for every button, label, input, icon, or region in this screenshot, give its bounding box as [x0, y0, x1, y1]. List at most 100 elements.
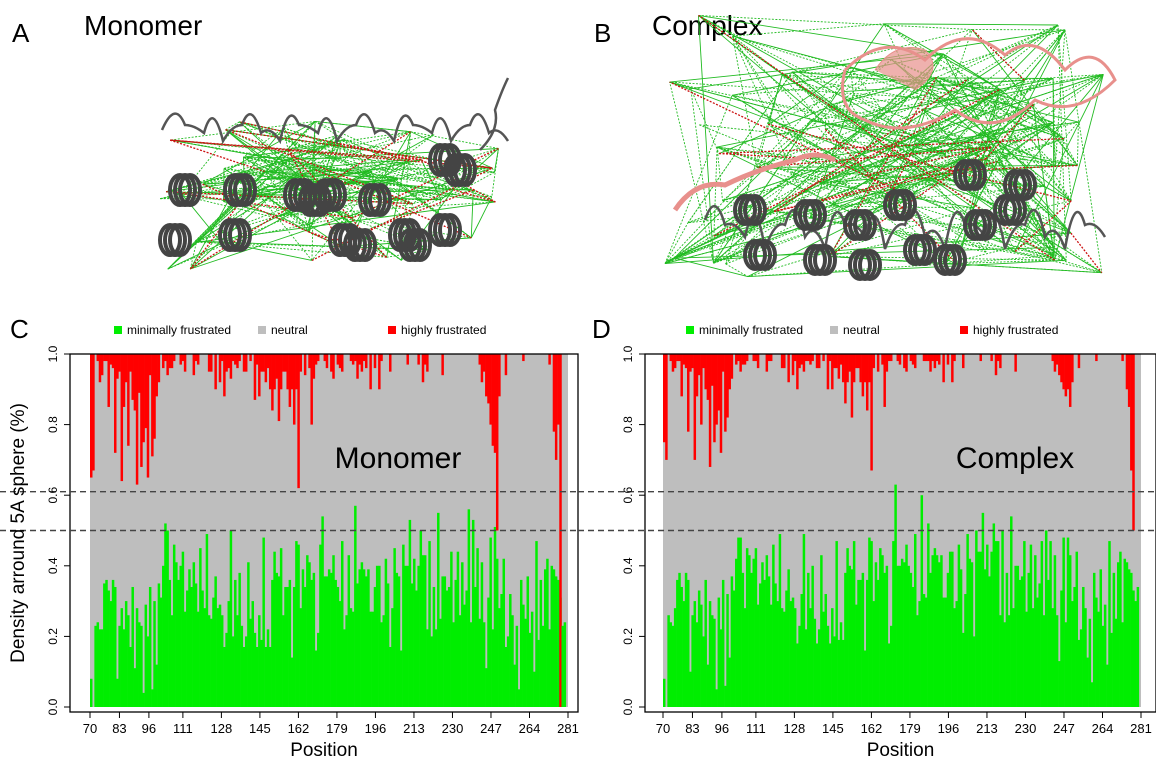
bar-minimal — [935, 555, 939, 707]
frustration-chart-complex: 0.0 0.2 0.4 0.6 0.8 1.0 70 83 96 111 128 145 162 179 1… — [578, 323, 1156, 760]
contact-minimal — [165, 139, 344, 193]
y-tick-label: 0.0 — [621, 698, 635, 715]
bar-high — [273, 354, 276, 390]
contact-minimal — [220, 203, 413, 243]
contact-high — [170, 139, 493, 169]
bar-high — [275, 354, 279, 379]
bar-minimal — [98, 629, 102, 707]
bar-high — [124, 354, 128, 383]
contact-minimal — [922, 109, 1072, 234]
bar-high — [485, 354, 488, 397]
bar-minimal — [1042, 615, 1046, 707]
bar-high — [852, 354, 856, 383]
y-tick-label: 0.2 — [46, 628, 60, 645]
helix — [353, 228, 377, 262]
bar-high — [107, 354, 110, 407]
bar-minimal — [1114, 618, 1118, 707]
contact-minimal — [1024, 29, 1066, 81]
bar-high — [909, 354, 913, 362]
bar-minimal — [1086, 657, 1089, 707]
bar-minimal — [262, 537, 265, 707]
contact-minimal — [886, 109, 924, 202]
bar-minimal — [389, 646, 392, 707]
bar-high — [1055, 354, 1059, 365]
bar-minimal — [671, 625, 675, 707]
bar-minimal — [513, 664, 516, 707]
x-tick-label: 96 — [715, 721, 729, 736]
bar-minimal — [1068, 555, 1072, 707]
contact-minimal — [698, 15, 844, 92]
contact-minimal — [1052, 78, 1055, 256]
bar-high — [665, 354, 668, 460]
bar-minimal — [153, 601, 156, 707]
contact-minimal — [225, 129, 315, 170]
bar-minimal — [663, 678, 666, 707]
bar-minimal — [774, 583, 777, 707]
contact-high — [1070, 232, 1103, 274]
bar-minimal — [959, 569, 963, 707]
bar-high — [135, 354, 139, 485]
bar-high — [218, 354, 222, 383]
bar-high — [356, 354, 359, 379]
bar-minimal — [807, 572, 810, 707]
bar-minimal — [541, 625, 545, 707]
bar-minimal — [820, 555, 823, 707]
bar-minimal — [393, 548, 396, 707]
bar-minimal — [550, 565, 554, 707]
x-tick-label: 145 — [249, 721, 271, 736]
contact-minimal — [923, 73, 1104, 111]
contact-minimal — [1014, 251, 1102, 274]
bar-high — [946, 354, 950, 365]
bar-high — [332, 354, 335, 379]
contact-minimal — [792, 71, 936, 79]
bar-minimal — [916, 615, 919, 707]
contact-minimal — [853, 94, 1103, 274]
bar-high — [708, 354, 712, 467]
x-tick-label: 83 — [685, 721, 699, 736]
bar-minimal — [996, 541, 1000, 707]
bar-high — [229, 354, 233, 379]
contact-minimal — [220, 186, 267, 242]
contact-minimal — [314, 168, 496, 203]
bar-minimal — [524, 618, 527, 707]
bar-high — [559, 354, 562, 707]
bar-minimal — [1090, 682, 1094, 707]
bar-minimal — [207, 615, 211, 707]
bar-high — [671, 354, 675, 372]
y-tick-label: 0.6 — [621, 487, 635, 504]
bar-high — [831, 354, 834, 390]
bar-minimal — [944, 597, 948, 707]
bar-minimal — [831, 608, 834, 707]
bar-high — [172, 354, 176, 362]
bar-high — [745, 354, 749, 362]
bar-high — [706, 354, 710, 400]
bar-minimal — [981, 512, 985, 707]
contact-minimal — [664, 222, 689, 264]
bar-minimal — [231, 636, 235, 707]
bar-high — [841, 354, 845, 383]
contact-minimal — [884, 23, 1058, 26]
bar-high — [98, 354, 102, 383]
bar-minimal — [970, 562, 974, 707]
bar-minimal — [90, 678, 93, 707]
x-tick-label: 179 — [326, 721, 348, 736]
bar-minimal — [94, 625, 97, 707]
bar-minimal — [552, 569, 556, 707]
bar-minimal — [863, 650, 867, 707]
bar-minimal — [846, 548, 849, 707]
bar-high — [495, 354, 499, 531]
bar-minimal — [898, 565, 902, 707]
contact-minimal — [756, 107, 827, 168]
bar-minimal — [310, 579, 313, 707]
bar-high — [303, 354, 307, 376]
bar-minimal — [186, 590, 189, 707]
contact-minimal — [828, 29, 1066, 106]
x-tick-label: 281 — [1130, 721, 1152, 736]
bar-high — [253, 354, 257, 400]
bar-high — [1053, 354, 1057, 372]
bar-minimal — [732, 590, 736, 707]
y-tick-label: 0.8 — [46, 416, 60, 433]
bar-minimal — [739, 537, 742, 707]
bar-minimal — [428, 541, 431, 707]
bar-minimal — [365, 576, 368, 707]
